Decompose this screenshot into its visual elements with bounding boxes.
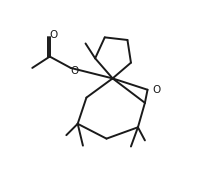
Text: O: O: [49, 30, 58, 40]
Text: O: O: [70, 66, 78, 76]
Text: O: O: [152, 85, 160, 95]
